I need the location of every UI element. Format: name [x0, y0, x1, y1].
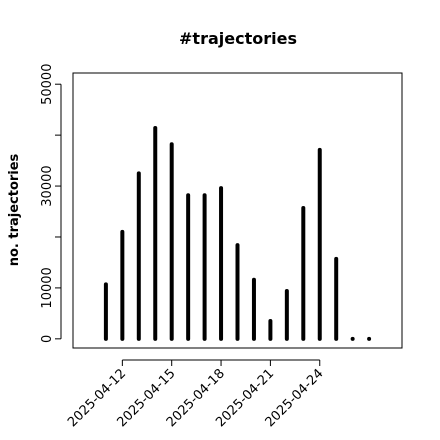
y-axis-title: no. trajectories	[7, 153, 22, 266]
y-tick-label: 0	[40, 335, 55, 343]
y-tick-label: 30000	[40, 165, 55, 206]
plot-frame	[72, 72, 403, 349]
chart-title: #trajectories	[179, 29, 297, 48]
y-tick-label: 10000	[40, 267, 55, 308]
y-tick-label: 50000	[40, 64, 55, 105]
